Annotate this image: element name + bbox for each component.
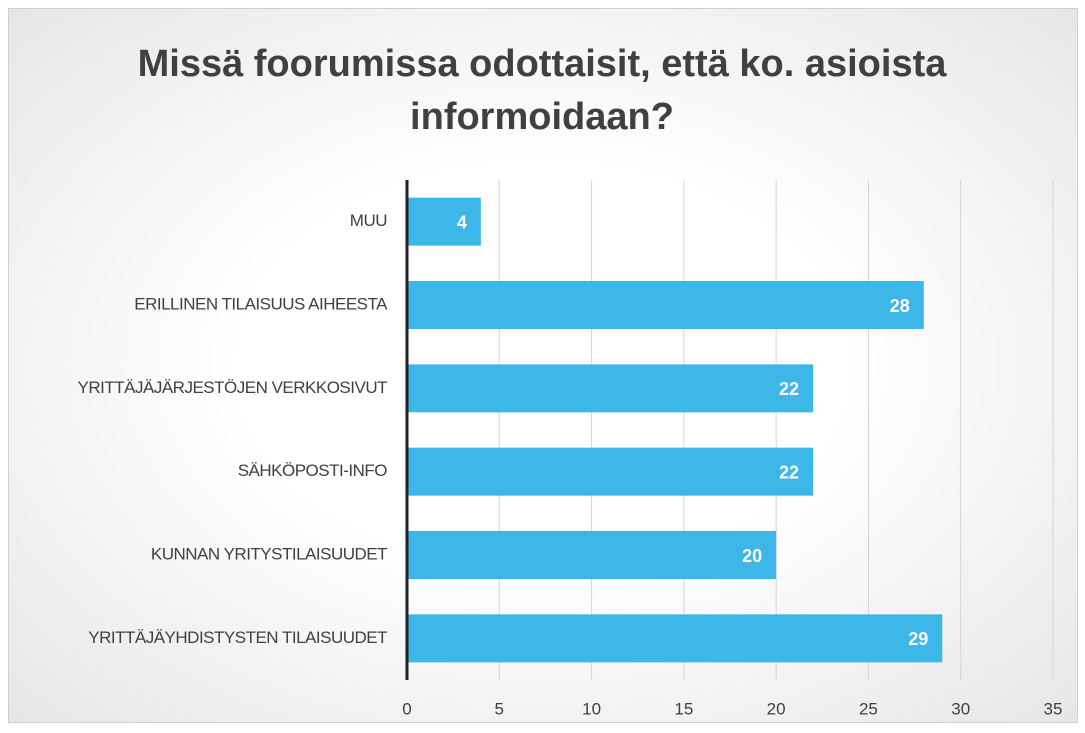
data-label: 22: [779, 462, 799, 482]
data-label: 28: [890, 296, 910, 316]
x-tick-label: 0: [402, 699, 411, 718]
y-tick-label: YRITTÄJÄYHDISTYSTEN TILAISUUDET: [88, 628, 387, 647]
data-label: 4: [457, 212, 467, 232]
bar: [407, 364, 814, 413]
y-tick-label: ERILLINEN TILAISUUS AIHEESTA: [134, 294, 388, 313]
x-tick-label: 20: [767, 699, 786, 718]
y-tick-label: YRITTÄJÄJÄRJESTÖJEN VERKKOSIVUT: [78, 378, 388, 397]
data-label: 29: [908, 629, 928, 649]
bar: [407, 197, 481, 246]
y-tick-label: SÄHKÖPOSTI-INFO: [238, 461, 388, 480]
x-tick-label: 15: [674, 699, 693, 718]
chart-title: Missä foorumissa odottaisit, että ko. as…: [137, 43, 947, 138]
y-tick-label: KUNNAN YRITYSTILAISUUDET: [151, 544, 387, 563]
bar: [407, 531, 777, 579]
x-tick-label: 10: [582, 699, 601, 718]
x-tick-label: 30: [951, 699, 970, 718]
y-tick-label: MUU: [350, 211, 387, 230]
data-label: 20: [742, 546, 762, 566]
bar: [407, 614, 943, 663]
x-tick-label: 5: [495, 699, 504, 718]
x-tick-label: 35: [1044, 699, 1063, 718]
data-label: 22: [779, 379, 799, 399]
bar: [407, 447, 814, 496]
bar: [407, 281, 924, 329]
x-tick-label: 25: [859, 699, 878, 718]
